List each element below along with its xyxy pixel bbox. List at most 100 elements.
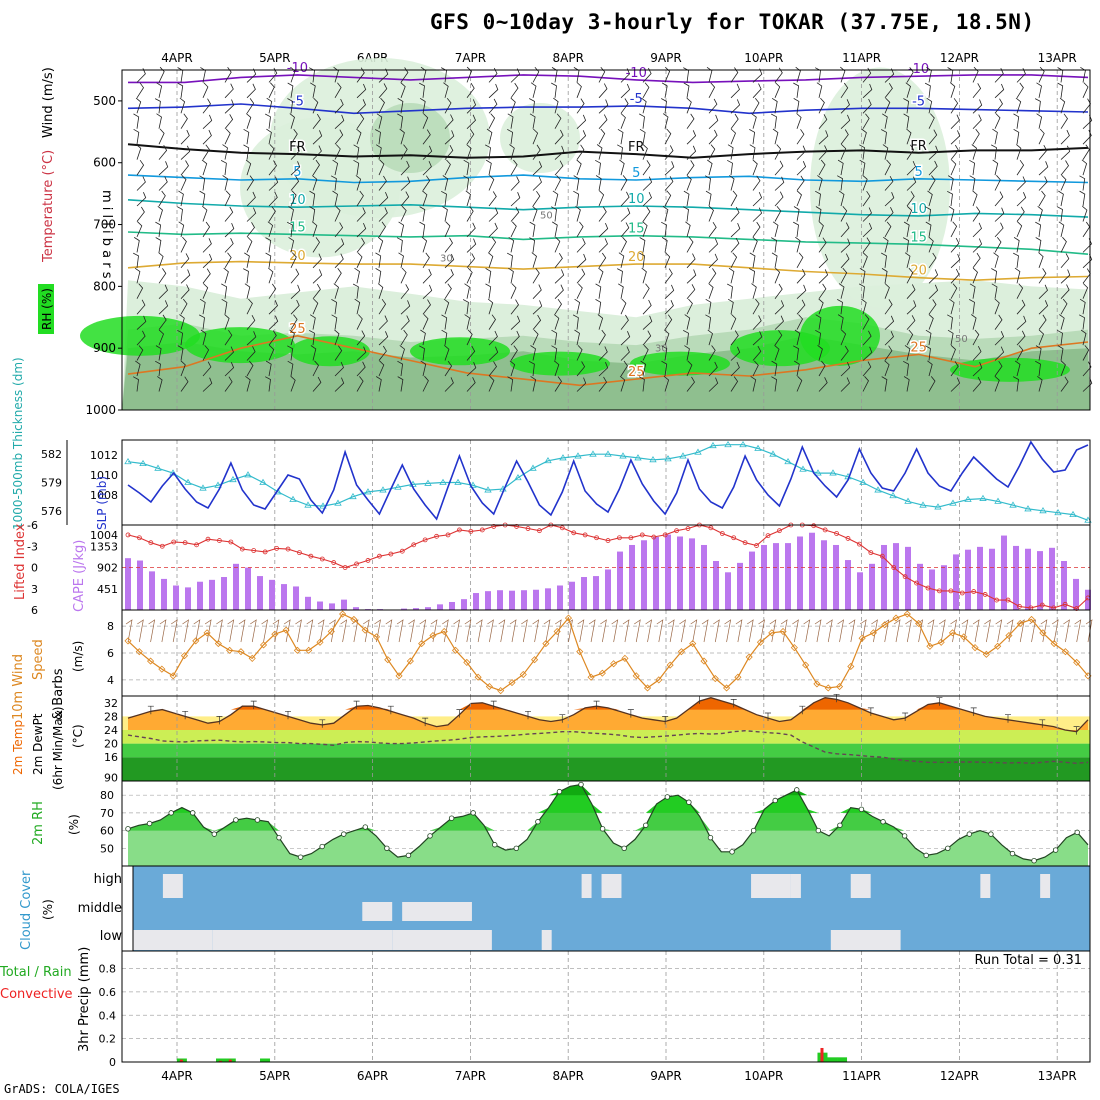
wind-barb [796,299,806,315]
wind-barb [443,298,450,315]
wind-barb [686,175,692,191]
wind-barb [793,206,800,222]
wind-barb [840,129,849,145]
wind-barb [928,314,934,330]
lifted-index-marker [274,545,279,551]
temperature-contour-label: 15 [289,220,306,235]
lifted-index-marker [822,527,828,533]
wind-barb [290,145,300,160]
wind-barb [180,298,188,315]
lifted-index-marker [742,540,748,546]
wind-barb [509,144,515,160]
wind-barb [488,330,498,346]
wind-barb [268,267,274,284]
wind-barb [752,298,760,315]
cape-bar [965,549,971,610]
cape-bar [425,607,431,610]
cape-bar [281,584,287,610]
wind-barb [727,298,734,315]
cape-bar [269,579,275,610]
wind-barb [1079,175,1086,191]
wind10-marker [610,660,618,668]
temperature-contour-label: 20 [628,250,645,265]
temperature-contour [128,74,1089,84]
temp-minmax-bar [936,697,943,706]
wind-barb [246,331,257,346]
wind-barb [686,97,692,114]
wind10-marker [835,683,844,691]
wind10-barb [498,619,506,643]
wind-barb [796,314,803,330]
wind-barb [441,314,448,330]
wind10-barb [792,619,799,643]
wind-barb [1013,376,1019,392]
wind-barb [312,298,319,315]
thickness-marker [244,471,252,478]
wind-barb [642,315,653,330]
wind10-marker [892,614,900,622]
wind10-marker [384,656,392,664]
wind-barb [1060,145,1071,160]
wind-barb [906,329,914,346]
wind-barb [881,268,888,284]
wind-barb [903,376,910,392]
wind-barb [796,129,805,145]
wind-barb [906,160,916,176]
wind-barb [972,222,982,238]
wind-barb [708,144,716,160]
temp-minmax-bar [662,716,669,725]
wind-barb [312,130,323,145]
cloud-axis-label: Cloud Cover [19,870,34,950]
wind-barb [598,222,609,238]
wind10-marker [327,627,335,636]
cape-bar [437,604,443,610]
wind-barb [950,130,961,145]
wind-barb [928,145,939,160]
wind-barb [884,345,893,361]
pressure-tick-label: 800 [93,279,116,293]
wind-barb [330,175,337,191]
wind-barb [1038,284,1048,299]
wind-barb [598,267,604,284]
wind-barb [421,236,428,253]
wind-barb [444,159,451,176]
wind-barb [532,205,538,222]
wind-barb [290,299,300,315]
wind-barb [730,376,739,392]
wind-barb [906,128,912,145]
wind-barb [378,315,388,330]
wind-barb [1038,145,1048,160]
wind-barb [178,221,185,237]
wind-barb [1082,82,1089,98]
wind10-barb [148,619,156,643]
wind-barb [245,375,251,392]
wind-barb [224,238,234,253]
wind-barb [133,376,139,392]
wind-barb [994,314,1003,330]
precip-frame [121,950,1091,1063]
wind-barb [222,144,228,160]
thickness-line [127,444,1089,521]
cape-bar [569,581,575,610]
rh2m-area [128,784,1088,796]
wind-barb [532,284,542,299]
temperature-contour-label: 25 [910,340,927,355]
wind-barb [378,159,385,176]
thickness-marker [904,497,912,504]
wind-barb [906,144,915,160]
wind-barb [290,190,297,207]
wind-barb [158,314,167,330]
wind-barb [727,144,734,160]
wind-barb [1060,160,1069,176]
cape-bar [401,608,407,610]
temp-minmax-bar [559,714,566,723]
rh2m-marker [1074,829,1080,836]
wind10-axis-label: & Barbs [51,668,66,720]
wind-barb [642,283,650,299]
wind-barb [287,98,294,114]
wind-barb [290,66,296,83]
wind-barb [708,253,718,269]
wind-barb [442,175,449,191]
wind-barb [796,145,806,160]
lifted-index-marker [639,532,645,538]
